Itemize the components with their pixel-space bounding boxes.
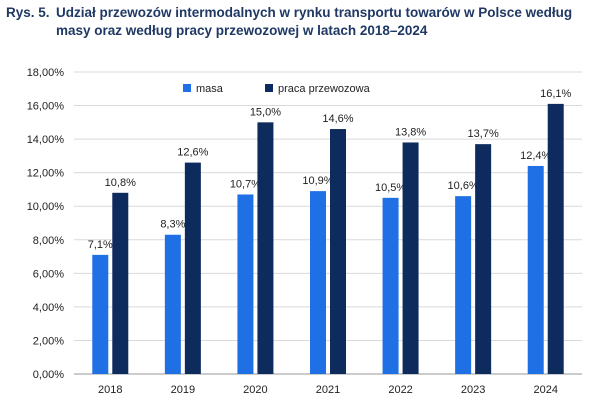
legend-label-praca-przewozowa: praca przewozowa: [278, 83, 371, 95]
legend-swatch-praca-przewozowa: [265, 84, 273, 92]
x-tick-label: 2023: [461, 384, 485, 396]
y-tick-label: 2,00%: [33, 335, 64, 347]
x-tick-label: 2018: [98, 384, 122, 396]
y-tick-label: 18,00%: [27, 67, 65, 79]
y-tick-label: 10,00%: [27, 201, 65, 213]
data-label: 10,7%: [230, 178, 261, 190]
x-tick-label: 2020: [243, 384, 267, 396]
figure-number: Rys. 5.: [6, 5, 50, 20]
bar-praca-przewozowa: [257, 122, 274, 374]
bar-masa: [237, 194, 254, 374]
bar-masa: [92, 254, 109, 374]
y-tick-label: 8,00%: [33, 235, 64, 247]
bar-praca-przewozowa: [184, 162, 201, 374]
bar-masa: [455, 196, 472, 374]
data-label: 16,1%: [540, 88, 571, 100]
y-tick-label: 4,00%: [33, 302, 64, 314]
x-tick-label: 2019: [171, 384, 195, 396]
data-label: 13,7%: [468, 128, 499, 140]
legend-swatch-masa: [183, 84, 191, 92]
bar-masa: [164, 234, 181, 374]
data-label: 13,8%: [395, 126, 426, 138]
y-tick-label: 6,00%: [33, 268, 64, 280]
data-label: 12,6%: [177, 147, 208, 159]
data-label: 7,1%: [88, 239, 113, 251]
y-tick-label: 0,00%: [33, 369, 64, 381]
data-label: 15,0%: [250, 106, 281, 118]
figure-title: Udział przewozów intermodalnych w rynku …: [56, 5, 573, 38]
data-label: 14,6%: [322, 113, 353, 125]
x-tick-label: 2021: [316, 384, 340, 396]
data-label: 12,4%: [520, 150, 551, 162]
data-label: 10,5%: [375, 182, 406, 194]
x-tick-label: 2024: [533, 384, 557, 396]
bar-praca-przewozowa: [330, 129, 346, 374]
bar-praca-przewozowa: [475, 144, 492, 374]
y-tick-label: 12,00%: [27, 168, 65, 180]
y-tick-label: 16,00%: [27, 101, 65, 113]
y-tick-label: 14,00%: [27, 134, 65, 146]
data-label: 10,9%: [302, 175, 333, 187]
x-tick-label: 2022: [388, 384, 412, 396]
bar-praca-przewozowa: [402, 142, 419, 374]
bar-masa: [310, 191, 326, 374]
legend-label-masa: masa: [196, 83, 224, 95]
bar-masa: [527, 165, 544, 374]
data-label: 10,6%: [448, 180, 479, 192]
bar-praca-przewozowa: [547, 103, 564, 374]
data-label: 10,8%: [105, 177, 136, 189]
data-label: 8,3%: [160, 219, 185, 231]
bar-praca-przewozowa: [112, 192, 129, 374]
bar-masa: [382, 197, 399, 374]
